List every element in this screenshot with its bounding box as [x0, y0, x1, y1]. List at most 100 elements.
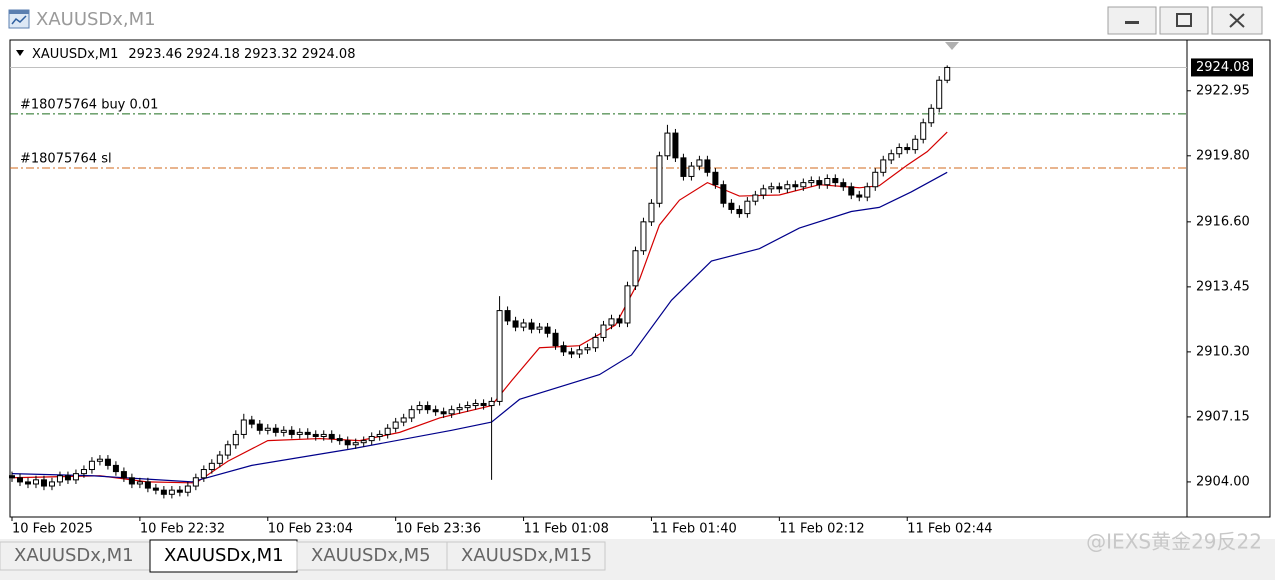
candle-body	[80, 469, 87, 475]
candle-body	[800, 182, 807, 188]
candle-body	[248, 419, 255, 425]
chart-header: XAUUSDx,M1 2923.46 2924.18 2923.32 2924.08	[32, 47, 355, 62]
candle-body	[816, 180, 823, 186]
x-tick-label: 11 Feb 02:44	[907, 522, 992, 537]
candle-body	[768, 186, 775, 190]
order-label: #18075764 buy 0.01	[20, 97, 158, 112]
y-tick-label: 2907.15	[1196, 409, 1250, 424]
minimize-button[interactable]	[1107, 6, 1157, 35]
candle-body	[16, 477, 23, 483]
candle-body	[872, 171, 879, 188]
candle-body	[592, 336, 599, 349]
chart-shift-marker[interactable]	[945, 42, 959, 50]
candle-body	[640, 221, 647, 252]
candle-body	[424, 405, 431, 411]
header-dropdown[interactable]	[16, 50, 24, 56]
tab[interactable]	[0, 541, 151, 571]
candle-body	[624, 285, 631, 324]
candle-body	[704, 159, 711, 173]
candle-body	[240, 419, 247, 435]
candle-body	[576, 349, 583, 355]
header-high: 2924.18	[186, 47, 240, 62]
tab-label[interactable]: XAUUSDx,M1	[164, 545, 284, 566]
window-buttons[interactable]	[1107, 6, 1263, 35]
watermark: @IEXS黄金29反22	[1086, 530, 1262, 554]
candle-body	[600, 324, 607, 338]
candle-body	[400, 417, 407, 423]
maximize-icon	[1176, 13, 1192, 27]
candle-body	[656, 155, 663, 204]
candle-body	[920, 122, 927, 140]
y-tick-label: 2913.45	[1196, 279, 1250, 294]
candle-body	[120, 471, 127, 479]
candle-body	[376, 433, 383, 438]
tab-label[interactable]: XAUUSDx,M15	[461, 545, 592, 566]
candle-body	[832, 177, 839, 184]
candle-body	[944, 66, 951, 81]
candle-body	[280, 429, 287, 433]
candle-body	[232, 433, 239, 446]
header-low: 2923.32	[244, 47, 298, 62]
candle-body	[144, 481, 151, 489]
candle-body	[336, 438, 343, 442]
candle-body	[480, 402, 487, 407]
x-tick-label: 11 Feb 02:12	[779, 522, 864, 537]
candle-body	[736, 208, 743, 215]
candle-body	[664, 132, 671, 157]
candle-body	[168, 489, 175, 495]
candle-body	[432, 409, 439, 413]
candle-body	[632, 250, 639, 287]
candle-body	[544, 326, 551, 334]
x-tick-label: 11 Feb 01:40	[651, 522, 736, 537]
candle-body	[272, 427, 279, 433]
candle-body	[360, 440, 367, 444]
minimize-icon	[1125, 21, 1139, 24]
candle-body	[352, 442, 359, 446]
current-price-label: 2924.08	[1196, 60, 1250, 75]
candle-body	[64, 475, 71, 481]
plot-area: 2904.00 2907.15 2910.30 2913.45 2916.60 2919.…	[8, 58, 1253, 537]
candle-body	[560, 345, 567, 353]
candle-body	[128, 477, 135, 485]
candle-body	[320, 433, 327, 438]
candle-body	[472, 402, 479, 407]
tab-label[interactable]: XAUUSDx,M1	[14, 545, 134, 566]
candle-body	[264, 427, 271, 431]
candle-body	[608, 318, 615, 326]
tab-label[interactable]: XAUUSDx,M5	[311, 545, 431, 566]
candle-body	[912, 138, 919, 151]
candle-body	[48, 481, 55, 487]
candle-body	[696, 159, 703, 167]
active-tab[interactable]	[149, 539, 298, 573]
candle-body	[824, 177, 831, 186]
candle-body	[512, 320, 519, 328]
candle-body	[856, 194, 863, 198]
tab[interactable]	[446, 541, 606, 571]
candle-body	[200, 469, 207, 479]
candle-body	[328, 433, 335, 440]
symbol: XAUUSDx,M1	[32, 47, 118, 62]
candle-body	[112, 464, 119, 473]
candle-body	[88, 460, 95, 471]
candle-body	[40, 479, 47, 487]
header-close: 2924.08	[302, 47, 356, 62]
candle-body	[584, 347, 591, 351]
candle-body	[208, 462, 215, 471]
y-tick-label: 2919.80	[1196, 148, 1250, 163]
candle-body	[224, 444, 231, 456]
window-icon	[8, 9, 30, 29]
candle-body	[680, 157, 687, 177]
candle-body	[184, 485, 191, 493]
candle-body	[928, 107, 935, 124]
candle-body	[616, 318, 623, 324]
y-tick-label: 2916.60	[1196, 214, 1250, 229]
candle-body	[528, 322, 535, 330]
candle-body	[904, 147, 911, 151]
x-tick-label: 10 Feb 23:04	[268, 522, 353, 537]
candle-body	[408, 409, 415, 419]
candle-body	[808, 180, 815, 184]
maximize-button[interactable]	[1159, 6, 1209, 35]
y-tick-label: 2910.30	[1196, 344, 1250, 359]
candle-body	[368, 436, 375, 442]
